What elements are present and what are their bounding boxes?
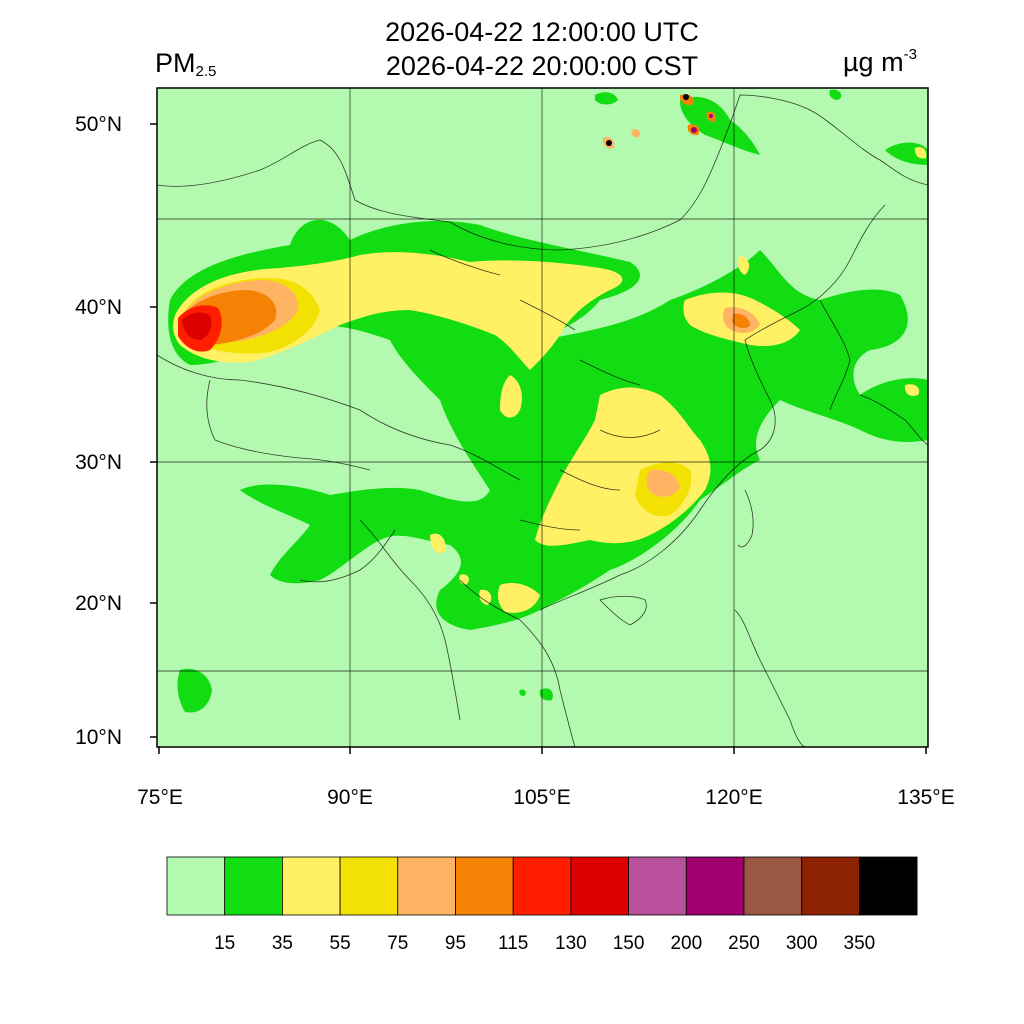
colorbar-label-15: 15 [214, 933, 236, 954]
colorbar-label-55: 55 [329, 933, 351, 954]
colorbar-label-35: 35 [271, 933, 293, 954]
field-hotspot-north-4-core [691, 127, 697, 133]
field-yellow-beijing [683, 255, 800, 347]
colorbar-label-250: 250 [728, 933, 760, 954]
field-hotspot-north-3-core [683, 94, 689, 100]
variable-name: PM [155, 48, 196, 78]
colorbar-label-150: 150 [612, 933, 645, 954]
lon-label-105e: 105°E [513, 786, 571, 809]
colorbar-box-1 [224, 856, 283, 916]
lon-label-75e: 75°E [137, 786, 183, 809]
colorbar-label-300: 300 [785, 933, 818, 954]
colorbar-box-10 [743, 856, 803, 916]
field-darkorange-beijing [732, 313, 750, 329]
lat-label-30n: 30°N [75, 451, 122, 474]
colorbar-box-6 [512, 856, 572, 916]
colorbar-box-8 [628, 856, 687, 916]
axis-ticks [150, 123, 927, 754]
colorbar-label-75: 75 [387, 933, 409, 954]
colorbar-label-95: 95 [444, 933, 467, 954]
colorbar-box-7 [570, 856, 630, 916]
lon-label-90e: 90°E [327, 786, 373, 809]
unit-text: µg m [843, 47, 904, 77]
lat-label-50n: 50°N [75, 113, 122, 136]
field-hotspot-north-2 [631, 129, 641, 138]
variable-label: PM2.5 [155, 48, 216, 80]
unit-label: µg m-3 [843, 46, 917, 78]
colorbar-label-130: 130 [555, 933, 587, 954]
colorbar-box-11 [801, 856, 860, 916]
lon-label-120e: 120°E [705, 786, 763, 809]
lon-label-135e: 135°E [897, 786, 955, 809]
colorbar-label-200: 200 [670, 933, 703, 954]
unit-superscript: -3 [903, 46, 917, 63]
field-hotspot-north-1-core [606, 140, 612, 146]
field-darkred-taklamakan [182, 312, 212, 340]
country-boundaries [157, 94, 928, 747]
lat-label-20n: 20°N [75, 592, 122, 615]
field-hotspot-north-5-core [709, 114, 713, 118]
colorbar-box-0 [166, 856, 226, 916]
colorbar-box-5 [455, 856, 514, 916]
grid-lines [157, 88, 928, 747]
colorbar-label-115: 115 [498, 933, 529, 954]
colorbar-box-9 [685, 856, 745, 916]
lat-label-10n: 10°N [75, 726, 122, 749]
field-orange-hunan [646, 469, 680, 497]
colorbar-label-350: 350 [843, 933, 876, 954]
pollution-fields [168, 89, 928, 713]
field-yellow-south [430, 533, 540, 613]
lat-label-40n: 40°N [75, 296, 122, 319]
variable-subscript: 2.5 [195, 63, 217, 80]
colorbar-box-12 [859, 856, 918, 916]
title-line-utc: 2026-04-22 12:00:00 UTC [385, 17, 699, 47]
title-line-cst: 2026-04-22 20:00:00 CST [385, 51, 699, 81]
colorbar-box-2 [281, 856, 341, 916]
colorbar-box-4 [397, 856, 456, 916]
colorbar-box-3 [339, 856, 399, 916]
colorbar-boxes [166, 856, 918, 916]
